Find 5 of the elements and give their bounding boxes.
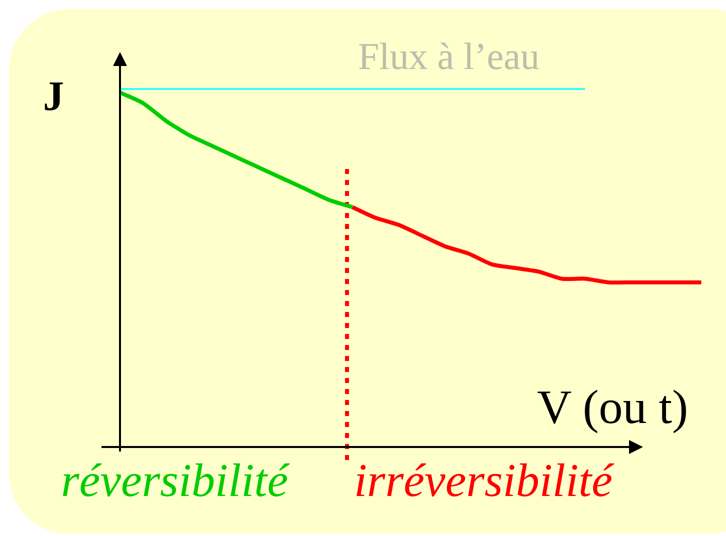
x-axis-title: V (ou t) [537,381,688,434]
text: irréversibilité [354,455,615,507]
series-label: Flux à l’eau [358,36,540,78]
text: réversibilité [61,455,290,507]
y-axis-title: J [43,74,64,120]
